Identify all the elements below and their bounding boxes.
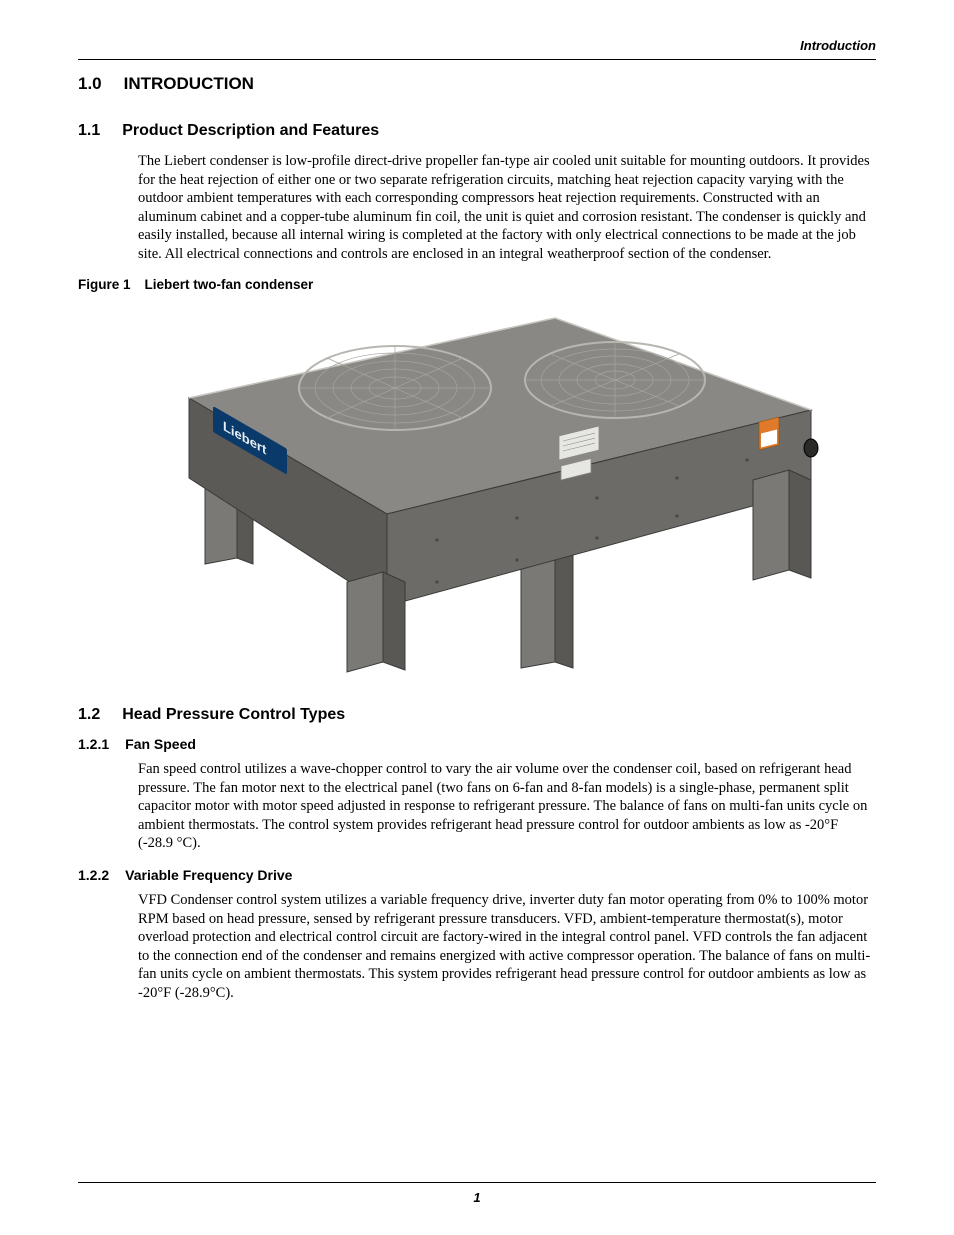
section-1.2-heading: 1.2 Head Pressure Control Types: [78, 706, 876, 724]
section-1.2.2-body: VFD Condenser control system utilizes a …: [138, 891, 876, 1002]
section-number: 1.1: [78, 122, 100, 140]
figure-1-caption: Figure 1 Liebert two-fan condenser: [78, 277, 876, 292]
section-1.0-heading: 1.0 Introduction: [78, 74, 876, 94]
section-1.2.1-body: Fan speed control utilizes a wave-choppe…: [138, 760, 876, 853]
figure-1-image: Liebert: [117, 302, 837, 682]
front-leg-right: [753, 470, 811, 580]
disconnect-knob: [804, 439, 818, 457]
section-title: Introduction: [124, 74, 254, 94]
fan-guard-right: [525, 342, 705, 418]
figure-title: Liebert two-fan condenser: [145, 277, 314, 292]
top-rule: [78, 59, 876, 60]
section-title: Product Description and Features: [122, 122, 379, 140]
figure-label: Figure 1: [78, 277, 131, 292]
section-number: 1.2: [78, 706, 100, 724]
section-1.1-body: The Liebert condenser is low-profile dir…: [138, 152, 876, 263]
page-number: 1: [0, 1190, 954, 1205]
section-1.2.2-heading: 1.2.2 Variable Frequency Drive: [78, 867, 876, 883]
section-title: Head Pressure Control Types: [122, 706, 345, 724]
section-title: Variable Frequency Drive: [125, 867, 292, 883]
section-1.2.1-heading: 1.2.1 Fan Speed: [78, 736, 876, 752]
fan-guard-left: [299, 346, 491, 430]
page: Introduction 1.0 Introduction 1.1 Produc…: [0, 0, 954, 1002]
footer-rule: [78, 1182, 876, 1183]
section-number: 1.2.2: [78, 867, 109, 883]
front-leg-left: [347, 572, 405, 672]
section-1.1-heading: 1.1 Product Description and Features: [78, 122, 876, 140]
section-title: Fan Speed: [125, 736, 196, 752]
section-number: 1.2.1: [78, 736, 109, 752]
running-head: Introduction: [78, 38, 876, 53]
section-number: 1.0: [78, 74, 102, 94]
condenser-illustration: Liebert: [117, 302, 837, 682]
